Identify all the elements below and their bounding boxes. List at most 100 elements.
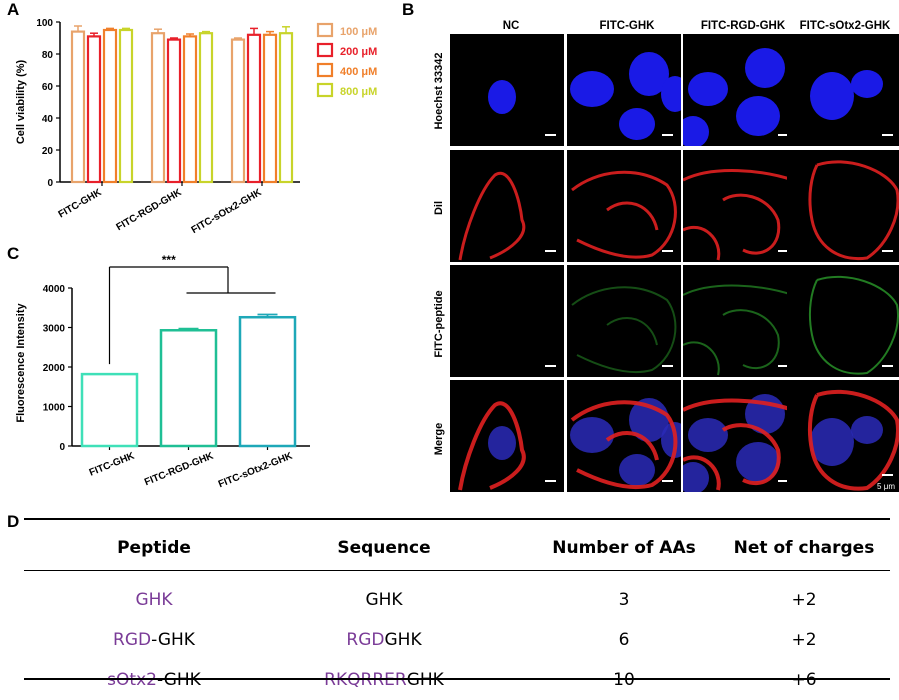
- y-tick-label: 3000: [43, 324, 66, 335]
- micrograph-image: [450, 265, 564, 377]
- micrograph-image: [808, 275, 899, 375]
- bar: [150, 32, 166, 184]
- micrograph-hoechst-fitc-sotx2-ghk: [787, 34, 899, 146]
- peptide-name: RGD-GHK: [113, 630, 195, 650]
- scale-bar: [882, 250, 893, 252]
- membrane: [570, 400, 678, 490]
- micrograph-image: [683, 169, 794, 261]
- micrograph-image: [458, 401, 526, 491]
- membrane: [683, 169, 794, 261]
- table-row: sOtx2-GHK RKQRRERGHK 10 +6: [24, 660, 890, 700]
- peptide-aas: 10: [613, 670, 635, 690]
- legend-label: 100 μM: [340, 26, 377, 38]
- bar: [102, 28, 118, 184]
- micrograph-hoechst-fitc-ghk: [567, 34, 681, 146]
- panel-label-b: B: [402, 0, 415, 19]
- table-row: RGD-GHK RGDGHK 6 +2: [24, 620, 890, 660]
- bar: [182, 35, 198, 184]
- x-tick-label: FITC-RGD-GHK: [114, 187, 184, 234]
- peptide-signal: [683, 284, 794, 376]
- membrane: [808, 160, 899, 261]
- legend-label: 200 μM: [340, 46, 377, 58]
- bar: [70, 30, 86, 184]
- row-label-hoechst: Hoechst 33342: [433, 52, 445, 130]
- scale-bar: [778, 250, 789, 252]
- row-label-dil: Dil: [433, 200, 445, 216]
- header-number-aas: Number of AAs: [552, 538, 696, 558]
- chart-a-ylabel: Cell viability (%): [15, 59, 27, 144]
- membrane: [458, 171, 526, 261]
- scale-bar: [778, 134, 789, 136]
- scale-bar: [545, 365, 556, 367]
- micrograph-image: [458, 171, 526, 261]
- micrograph-image: [807, 389, 899, 491]
- peptide-charge: +2: [791, 630, 817, 650]
- scale-bar: [882, 365, 893, 367]
- bar: [278, 32, 294, 184]
- bar: [80, 372, 139, 448]
- nucleus: [661, 76, 681, 112]
- micrograph-fitc-peptide-fitc-rgd-ghk: [683, 265, 797, 377]
- nucleus: [488, 426, 516, 460]
- legend-swatch: [316, 82, 334, 98]
- header-sequence: Sequence: [337, 538, 431, 558]
- nucleus: [851, 70, 883, 98]
- table-bottom-rule: [24, 678, 890, 680]
- micrograph-image: [571, 286, 677, 374]
- nucleus: [851, 416, 883, 444]
- y-tick-label: 60: [42, 82, 54, 93]
- peptide-sequence: RKQRRERGHK: [324, 670, 444, 690]
- nucleus: [570, 71, 614, 107]
- nucleus: [810, 418, 854, 466]
- x-tick-label: FITC-sOtx2-GHK: [217, 450, 295, 490]
- bar: [230, 38, 246, 184]
- micrograph-image: [488, 80, 516, 114]
- peptide-sequence: GHK: [365, 590, 403, 610]
- micrograph-merge-fitc-sotx2-ghk: 5 μm: [787, 380, 899, 492]
- nucleus: [810, 72, 854, 120]
- y-tick-label: 2000: [43, 363, 66, 374]
- bar: [246, 33, 262, 184]
- table-header-rule: [24, 570, 890, 571]
- micrograph-fitc-peptide-fitc-ghk: [567, 265, 681, 377]
- micrograph-dil-fitc-rgd-ghk: [683, 150, 797, 262]
- membrane: [571, 170, 677, 259]
- bar: [262, 33, 278, 184]
- x-tick-label: FITC-GHK: [57, 187, 105, 221]
- nucleus: [688, 72, 728, 106]
- y-tick-label: 0: [47, 178, 53, 189]
- scale-bar: [545, 134, 556, 136]
- bar: [166, 38, 182, 184]
- micrograph-hoechst-fitc-rgd-ghk: [683, 34, 797, 146]
- peptide-aas: 3: [618, 590, 630, 610]
- legend-swatch: [316, 42, 334, 58]
- micrograph-image: [683, 48, 785, 146]
- nucleus: [688, 418, 728, 452]
- micrograph-image: [808, 160, 899, 261]
- nucleus: [736, 96, 780, 136]
- nucleus: [683, 116, 709, 146]
- micrograph-dil-nc: [450, 150, 564, 262]
- col-header-fitc-ghk: FITC-GHK: [599, 20, 655, 32]
- table-header-row: Peptide Sequence Number of AAs Net of ch…: [24, 528, 890, 568]
- chart-c-ylabel: Fluorescence Intensity: [15, 303, 27, 423]
- scale-bar: [662, 480, 673, 482]
- membrane: [683, 398, 794, 491]
- scale-bar: [662, 250, 673, 252]
- x-tick-label: FITC-RGD-GHK: [143, 450, 216, 488]
- membrane: [807, 389, 899, 491]
- chart-a-cell-viability: Cell viability (%) 0 20 40 60 80 100 FITC-GHK F…: [15, 18, 377, 236]
- micrograph-image: [571, 170, 677, 259]
- table-row: GHK GHK 3 +2: [24, 580, 890, 620]
- membrane: [458, 401, 526, 491]
- micrograph-merge-fitc-rgd-ghk: [683, 380, 797, 492]
- legend-label: 800 μM: [340, 86, 377, 98]
- y-tick-label: 4000: [43, 284, 66, 295]
- micrograph-dil-fitc-ghk: [567, 150, 681, 262]
- scale-bar: [545, 480, 556, 482]
- peptide-charge: +2: [791, 590, 817, 610]
- micrograph-dil-fitc-sotx2-ghk: [787, 150, 899, 262]
- bar: [86, 35, 102, 184]
- y-tick-label: 1000: [43, 403, 66, 414]
- x-tick-label: FITC-GHK: [88, 450, 137, 478]
